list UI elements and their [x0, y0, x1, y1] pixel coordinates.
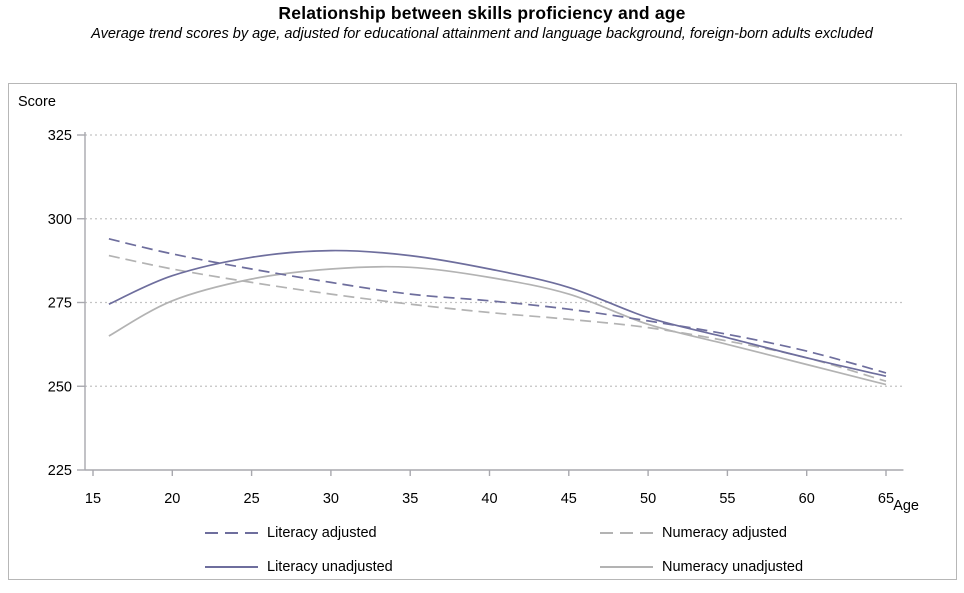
y-axis-title: Score — [18, 94, 56, 110]
x-tick-label-55: 55 — [719, 491, 735, 507]
y-tick-label-225: 225 — [48, 463, 72, 479]
x-tick-label-30: 30 — [323, 491, 339, 507]
x-tick-label-15: 15 — [85, 491, 101, 507]
y-tick-label-250: 250 — [48, 379, 72, 395]
y-tick-label-275: 275 — [48, 296, 72, 312]
series-line-numeracy-adjusted — [108, 254, 887, 383]
legend-swatch-numeracy-unadjusted-line — [600, 566, 653, 568]
x-tick-label-50: 50 — [640, 491, 656, 507]
x-tick-label-40: 40 — [481, 491, 497, 507]
plot-svg: 225 250 275 300 325 15 20 25 30 35 40 45 50 55 60 65 — [48, 128, 904, 507]
legend-label: Literacy adjusted — [267, 525, 377, 541]
legend-item-literacy-unadjusted: Literacy unadjusted — [205, 559, 393, 575]
series-line-literacy-adjusted — [108, 237, 887, 374]
x-tick-label-45: 45 — [561, 491, 577, 507]
legend-item-numeracy-unadjusted: Numeracy unadjusted — [600, 559, 803, 575]
legend-label: Numeracy adjusted — [662, 525, 787, 541]
legend-item-literacy-adjusted: Literacy adjusted — [205, 525, 377, 541]
x-tick-label-65: 65 — [878, 491, 894, 507]
x-tick-label-60: 60 — [799, 491, 815, 507]
legend-label: Literacy unadjusted — [267, 559, 393, 575]
legend-swatch-literacy-unadjusted-line — [205, 566, 258, 568]
series-line-numeracy-unadjusted — [108, 265, 887, 386]
x-tick-label-25: 25 — [244, 491, 260, 507]
legend-swatch-numeracy-adjusted-line — [600, 532, 653, 534]
legend-label: Numeracy unadjusted — [662, 559, 804, 575]
x-axis-title: Age — [893, 498, 919, 514]
series-line-literacy-unadjusted — [108, 249, 887, 378]
x-tick-label-20: 20 — [164, 491, 180, 507]
legend-swatch-literacy-adjusted-line — [205, 532, 258, 534]
legend-item-numeracy-adjusted: Numeracy adjusted — [600, 525, 787, 541]
x-tick-label-35: 35 — [402, 491, 418, 507]
y-tick-label-325: 325 — [48, 128, 72, 144]
chart-title: Relationship between skills proficiency … — [278, 3, 686, 23]
y-tick-label-300: 300 — [48, 212, 72, 228]
chart-subtitle: Average trend scores by age, adjusted fo… — [91, 26, 873, 42]
plot-area: 225 250 275 300 325 15 20 25 30 35 40 45 50 55 60 65 Sc… — [8, 83, 957, 580]
